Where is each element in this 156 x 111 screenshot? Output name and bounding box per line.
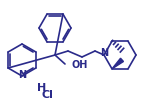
Text: Cl: Cl (41, 90, 53, 100)
Polygon shape (112, 58, 123, 69)
Text: N: N (100, 48, 108, 58)
Text: OH: OH (71, 60, 87, 70)
Text: N: N (18, 70, 26, 80)
Text: H: H (37, 83, 47, 93)
